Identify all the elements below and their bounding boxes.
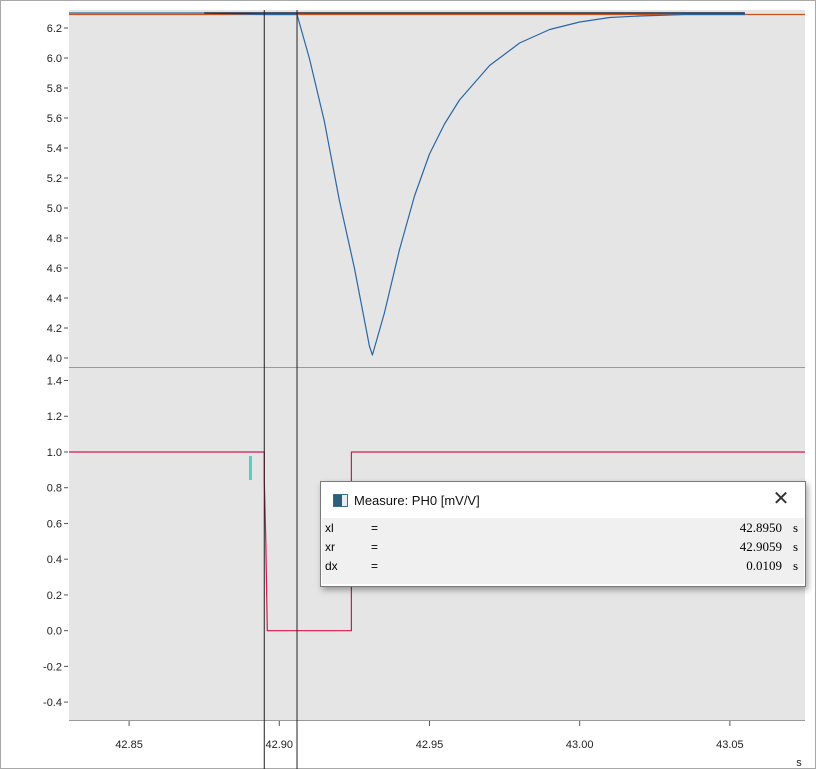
measure-name: dx [325, 558, 338, 573]
measure-equals: = [371, 539, 379, 554]
y-tick-label: 4.6 [47, 263, 62, 275]
plot-background-top [69, 10, 805, 367]
x-tick-label: 43.00 [566, 739, 594, 751]
measure-unit: s [792, 538, 798, 554]
measure-equals: = [371, 520, 379, 535]
y-tick-label: -0.2 [43, 661, 62, 673]
y-tick-label: 5.6 [47, 113, 62, 125]
y-tick-label: 5.2 [47, 173, 62, 185]
y-tick-label: 1.2 [47, 411, 62, 423]
y-tick-label: 0.0 [47, 626, 62, 638]
y-tick-label: 5.4 [47, 143, 62, 155]
y-tick-label: 0.6 [47, 518, 62, 530]
measure-unit: s [792, 519, 798, 535]
measure-unit: s [792, 557, 798, 573]
measure-value: 42.8950 [739, 519, 782, 535]
y-tick-label: 4.4 [47, 293, 62, 305]
x-tick-label: 43.05 [716, 739, 744, 751]
y-tick-label: 5.8 [47, 83, 62, 95]
measure-name: xr [325, 539, 335, 554]
measure-value: 0.0109 [746, 557, 782, 573]
measure-title: Measure: PH0 [mV/V] [354, 492, 480, 508]
y-tick-label: 5.0 [47, 203, 62, 215]
x-tick-label: 42.85 [115, 739, 143, 751]
y-axis-top: 6.2 6.0 5.8 5.6 5.4 5.2 5.0 4.8 4.6 4.4 4.2 4.0 [47, 23, 68, 365]
measurement-cursors[interactable] [263, 10, 298, 769]
edge-marker [249, 456, 252, 480]
measure-row-dx: dx = 0.0109 s [322, 556, 804, 575]
measure-title-bar[interactable]: Measure: PH0 [mV/V] [321, 482, 805, 518]
y-tick-label: 6.0 [47, 53, 62, 65]
y-tick-label: 4.0 [47, 353, 62, 365]
y-tick-label: 4.2 [47, 323, 62, 335]
y-tick-label: 0.2 [47, 590, 62, 602]
y-tick-label: -0.4 [43, 697, 62, 709]
y-tick-label: 1.4 [47, 376, 62, 388]
measure-table: xl = 42.8950 s xr = 42.9059 s dx = 0.010… [322, 518, 804, 584]
measure-name: xl [325, 520, 334, 535]
y-tick-label: 0.8 [47, 483, 62, 495]
x-tick-label: 42.95 [416, 739, 444, 751]
measure-value: 42.9059 [739, 538, 782, 554]
y-axis-bottom: 1.4 1.2 1.0 0.8 0.6 0.4 0.2 0.0 -0.2 -0.4 [43, 376, 68, 709]
close-icon[interactable]: ✕ [772, 488, 790, 510]
x-tick-label: 42.90 [266, 739, 294, 751]
measure-row-xl: xl = 42.8950 s [322, 518, 804, 537]
measure-dialog: Measure: PH0 [mV/V] ✕ xl = 42.8950 s xr … [320, 481, 806, 587]
measure-equals: = [371, 558, 379, 573]
y-tick-label: 0.4 [47, 554, 62, 566]
x-axis-label: s [796, 757, 802, 769]
y-tick-label: 4.8 [47, 233, 62, 245]
measure-row-xr: xr = 42.9059 s [322, 537, 804, 556]
y-tick-label: 1.0 [47, 447, 62, 459]
x-axis: 42.85 42.90 42.95 43.00 43.05 s [115, 721, 802, 769]
chart-window-icon [333, 493, 348, 507]
y-tick-label: 6.2 [47, 23, 62, 35]
